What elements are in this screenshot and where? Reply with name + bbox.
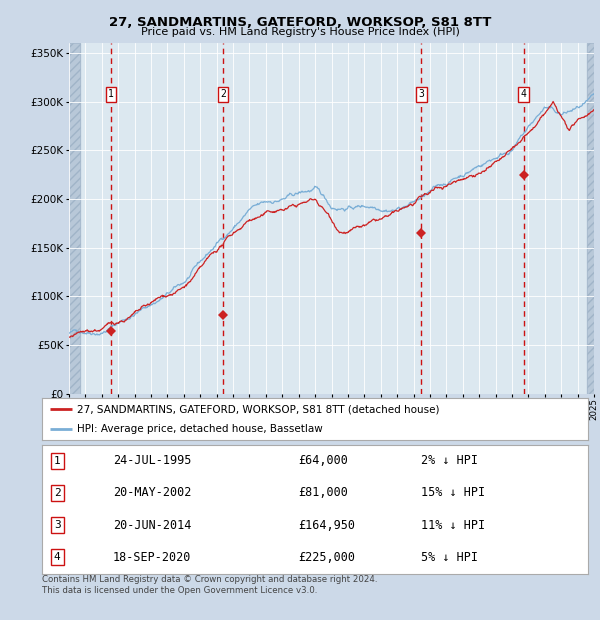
Text: 3: 3 (418, 89, 424, 99)
Bar (69, 43, 80, 394)
Text: £164,950: £164,950 (299, 519, 356, 531)
Text: 5% ↓ HPI: 5% ↓ HPI (421, 551, 478, 564)
Text: 15% ↓ HPI: 15% ↓ HPI (421, 487, 485, 499)
Text: 11% ↓ HPI: 11% ↓ HPI (421, 519, 485, 531)
Text: 1: 1 (108, 89, 114, 99)
Text: £64,000: £64,000 (299, 454, 349, 467)
Text: 1: 1 (54, 456, 61, 466)
Text: Price paid vs. HM Land Registry's House Price Index (HPI): Price paid vs. HM Land Registry's House … (140, 27, 460, 37)
Text: Contains HM Land Registry data © Crown copyright and database right 2024.
This d: Contains HM Land Registry data © Crown c… (42, 575, 377, 595)
Text: 20-MAY-2002: 20-MAY-2002 (113, 487, 191, 499)
Text: 4: 4 (521, 89, 527, 99)
Text: 27, SANDMARTINS, GATEFORD, WORKSOP, S81 8TT (detached house): 27, SANDMARTINS, GATEFORD, WORKSOP, S81 … (77, 404, 440, 414)
Text: 3: 3 (54, 520, 61, 530)
Text: 2: 2 (54, 488, 61, 498)
Text: 27, SANDMARTINS, GATEFORD, WORKSOP, S81 8TT: 27, SANDMARTINS, GATEFORD, WORKSOP, S81 … (109, 16, 491, 29)
Text: 2% ↓ HPI: 2% ↓ HPI (421, 454, 478, 467)
Bar (69, 43, 80, 394)
Text: 2: 2 (220, 89, 226, 99)
Text: £81,000: £81,000 (299, 487, 349, 499)
Text: 20-JUN-2014: 20-JUN-2014 (113, 519, 191, 531)
Text: 18-SEP-2020: 18-SEP-2020 (113, 551, 191, 564)
Text: 4: 4 (54, 552, 61, 562)
Text: £225,000: £225,000 (299, 551, 356, 564)
Text: HPI: Average price, detached house, Bassetlaw: HPI: Average price, detached house, Bass… (77, 424, 323, 434)
Bar (587, 43, 594, 394)
Text: 24-JUL-1995: 24-JUL-1995 (113, 454, 191, 467)
Bar (587, 43, 594, 394)
